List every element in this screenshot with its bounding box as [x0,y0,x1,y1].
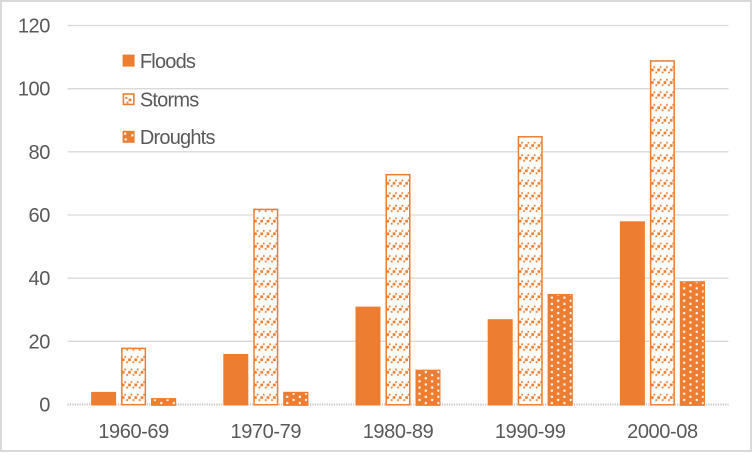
svg-text:20: 20 [29,331,51,353]
svg-text:Droughts: Droughts [140,127,216,149]
svg-text:1960-69: 1960-69 [98,421,169,443]
svg-text:0: 0 [39,395,50,417]
svg-text:80: 80 [29,142,51,164]
svg-text:60: 60 [29,205,51,227]
svg-text:100: 100 [18,79,50,101]
svg-text:Floods: Floods [140,51,196,73]
svg-text:1980-89: 1980-89 [363,421,434,443]
svg-text:Storms: Storms [140,90,199,112]
svg-text:120: 120 [18,16,50,38]
svg-text:40: 40 [29,268,51,290]
svg-text:1970-79: 1970-79 [230,421,301,443]
svg-text:2000-08: 2000-08 [627,421,698,443]
svg-text:1990-99: 1990-99 [495,421,566,443]
